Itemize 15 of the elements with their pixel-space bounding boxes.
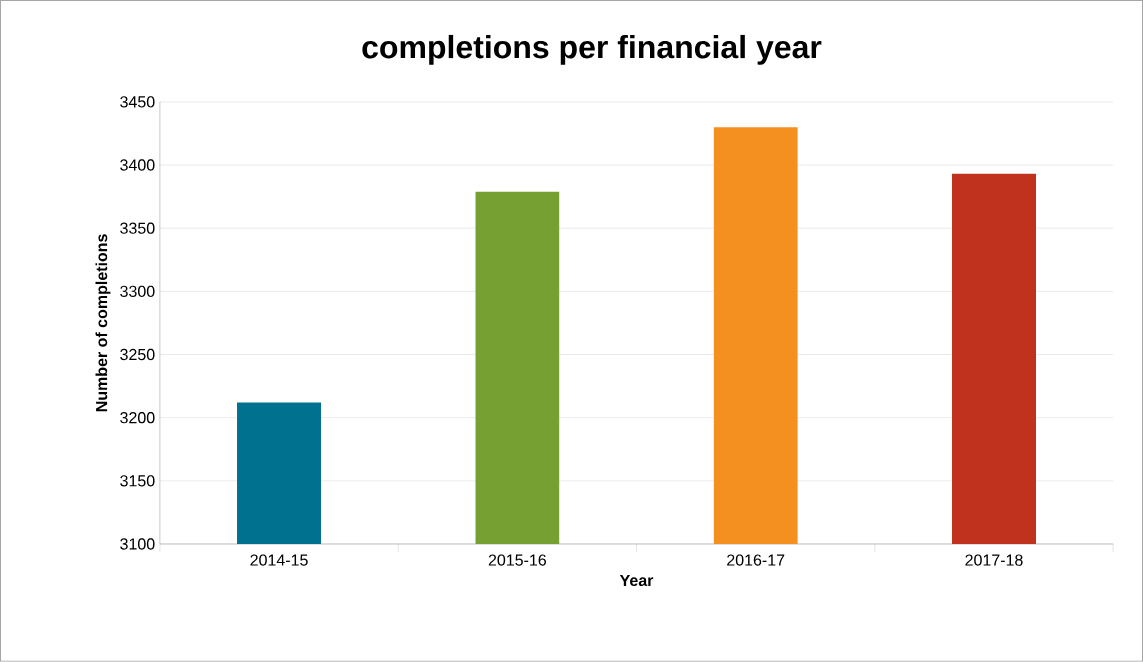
x-tick-label: 2014-15 [250, 554, 308, 566]
y-tick-label: 3100 [120, 538, 155, 550]
y-tick-label: 3400 [120, 159, 155, 171]
x-tick-label: 2015-16 [488, 554, 547, 566]
y-tick-label: 3300 [120, 285, 155, 298]
x-axis-title: Year [619, 574, 654, 587]
y-tick-label: 3150 [120, 475, 155, 487]
x-tick-label: 2016-17 [727, 554, 785, 566]
y-axis-title: Number of completions [95, 234, 111, 412]
chart-title: completions per financial year [362, 34, 822, 65]
y-tick-label: 3450 [120, 96, 155, 108]
y-tick-label: 3350 [120, 222, 155, 234]
y-tick-label: 3250 [120, 348, 155, 361]
y-tick-label: 3200 [120, 412, 155, 424]
x-tick-label: 2017-18 [965, 554, 1023, 566]
